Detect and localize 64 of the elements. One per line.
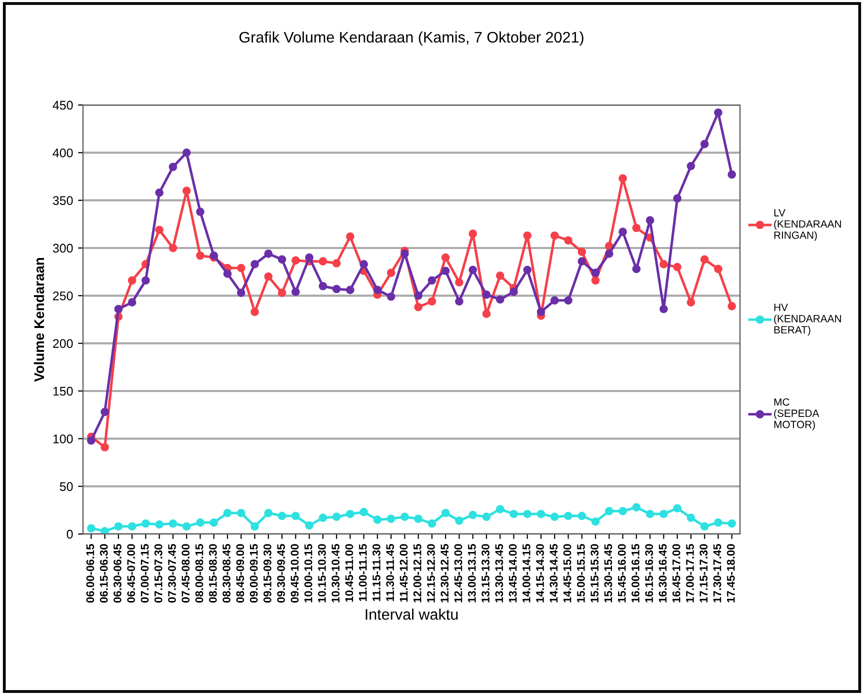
y-tick-label: 300 <box>52 244 73 253</box>
x-tick-label: 11.00-11.15 <box>358 544 367 602</box>
x-tick-label: 15.00-15.15 <box>577 544 585 602</box>
x-tick-label: 13.30-13.45 <box>495 544 504 602</box>
x-tick-label: 17.00-17.15 <box>686 544 694 602</box>
x-tick-label: 09.15-09.30 <box>263 544 272 603</box>
x-tick-label: 08.15-08.30 <box>208 544 217 603</box>
x-tick-label: 16.30-16.45 <box>658 544 667 602</box>
x-tick-label: 15.45-16.00 <box>618 544 626 602</box>
x-tick-label: 10.00-10.15 <box>304 544 312 602</box>
x-tick-label: 06.45-07.00 <box>127 544 136 603</box>
x-tick-label: 15.30-15.45 <box>604 544 612 602</box>
x-tick-label: 09.30-09.45 <box>277 544 286 603</box>
x-tick-label: 10.45-11.00 <box>345 544 354 602</box>
x-tick-label: 14.15-14.30 <box>536 544 544 602</box>
x-tick-label: 12.00-12.15 <box>413 544 422 602</box>
x-tick-label: 16.45-17.00 <box>672 544 680 602</box>
x-tick-label: 08.30-08.45 <box>222 544 230 603</box>
x-tick-label: 08.45-09.00 <box>236 544 244 603</box>
legend-label: MC (SEPEDA MOTOR) <box>774 398 820 430</box>
x-tick-label: 11.30-11.45 <box>386 544 394 602</box>
x-tick-label: 07.45-08.00 <box>182 544 190 603</box>
y-tick-label: 0 <box>66 530 73 539</box>
x-tick-label: 06.00-06.15 <box>86 544 94 603</box>
x-tick-label: 16.00-16.15 <box>632 544 640 602</box>
x-tick-label: 06.30-06.45 <box>114 544 122 603</box>
y-tick-label: 150 <box>53 386 73 396</box>
y-tick-label: 350 <box>52 196 73 205</box>
y-tick-label: 400 <box>52 148 73 158</box>
x-tick-label: 12.45-13.00 <box>454 544 462 602</box>
x-tick-label: 17.15-17.30 <box>700 544 708 602</box>
x-tick-label: 10.30-10.45 <box>332 544 340 602</box>
x-tick-label: 06.15-06.30 <box>100 544 108 603</box>
x-tick-label: 13.00-13.15 <box>468 544 476 602</box>
x-tick-label: 12.30-12.45 <box>440 544 449 602</box>
y-tick-label: 450 <box>52 100 73 110</box>
x-tick-label: 16.15-16.30 <box>645 544 654 602</box>
x-tick-label: 17.45-18.00 <box>726 544 735 602</box>
chart-title: Grafik Volume Kendaraan (Kamis, 7 Oktober 2021) <box>239 31 584 46</box>
x-tick-label: 13.15-13.30 <box>482 544 490 602</box>
x-tick-label: 13.45-14.00 <box>508 544 517 602</box>
x-tick-label: 08.00-08.15 <box>195 544 204 603</box>
x-tick-label: 09.45-10.00 <box>290 544 299 603</box>
x-tick-label: 14.00-14.15 <box>522 544 530 602</box>
y-tick-label: 100 <box>53 434 73 444</box>
x-tick-label: 14.30-14.45 <box>550 544 558 602</box>
x-tick-label: 15.15-15.30 <box>590 544 599 602</box>
y-tick-label: 200 <box>53 339 73 348</box>
y-tick-label: 250 <box>53 291 73 300</box>
x-tick-label: 09.00-09.15 <box>250 544 258 603</box>
legend-label: LV (KENDARAAN RINGAN) <box>774 209 841 241</box>
x-axis-title: Interval waktu <box>366 608 458 620</box>
x-tick-label: 11.45-12.00 <box>400 544 408 602</box>
y-axis-title: Volume Kendaraan <box>34 258 44 382</box>
x-tick-label: 12.15-12.30 <box>427 544 435 602</box>
x-tick-label: 17.30-17.45 <box>713 544 722 602</box>
x-tick-label: 14.45-15.00 <box>563 544 572 602</box>
x-tick-label: 07.30-07.45 <box>168 544 176 603</box>
x-tick-label: 10.15-10.30 <box>318 544 326 602</box>
legend-label: HV (KENDARAAN BERAT) <box>774 304 841 336</box>
y-tick-label: 50 <box>60 482 73 491</box>
x-tick-label: 11.15-11.30 <box>372 544 380 602</box>
x-tick-label: 07.00-07.15 <box>140 544 149 603</box>
x-tick-label: 07.15-07.30 <box>154 544 162 603</box>
